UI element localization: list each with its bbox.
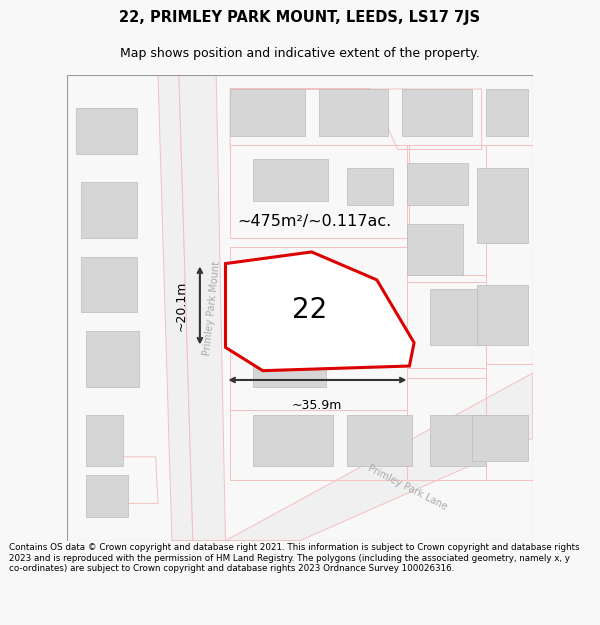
Text: Map shows position and indicative extent of the property.: Map shows position and indicative extent… (120, 48, 480, 61)
Polygon shape (347, 168, 393, 206)
Polygon shape (81, 257, 137, 312)
Polygon shape (179, 75, 226, 541)
Text: ~35.9m: ~35.9m (292, 399, 343, 412)
Polygon shape (226, 252, 414, 371)
Polygon shape (81, 182, 137, 238)
Polygon shape (253, 415, 332, 466)
Text: 22: 22 (292, 296, 327, 324)
Polygon shape (477, 168, 528, 242)
Polygon shape (430, 415, 486, 466)
Polygon shape (472, 415, 528, 461)
Polygon shape (253, 350, 326, 387)
Polygon shape (158, 75, 193, 541)
Polygon shape (407, 224, 463, 275)
Polygon shape (319, 89, 388, 136)
Text: 22, PRIMLEY PARK MOUNT, LEEDS, LS17 7JS: 22, PRIMLEY PARK MOUNT, LEEDS, LS17 7JS (119, 11, 481, 26)
Text: Contains OS data © Crown copyright and database right 2021. This information is : Contains OS data © Crown copyright and d… (9, 543, 580, 573)
Polygon shape (486, 89, 528, 136)
Polygon shape (253, 159, 328, 201)
Polygon shape (86, 331, 139, 387)
Polygon shape (403, 89, 472, 136)
Polygon shape (230, 89, 305, 136)
Text: Primley Park Mount: Primley Park Mount (202, 260, 221, 356)
Polygon shape (253, 266, 323, 299)
Polygon shape (430, 289, 486, 345)
Polygon shape (477, 284, 528, 345)
Polygon shape (86, 476, 128, 518)
Polygon shape (76, 107, 137, 154)
Polygon shape (226, 373, 533, 541)
Text: ~475m²/~0.117ac.: ~475m²/~0.117ac. (237, 214, 391, 229)
Polygon shape (86, 415, 123, 466)
Polygon shape (407, 164, 467, 206)
Text: ~20.1m: ~20.1m (175, 280, 188, 331)
Text: Primley Park Lane: Primley Park Lane (365, 462, 449, 511)
Polygon shape (347, 415, 412, 466)
